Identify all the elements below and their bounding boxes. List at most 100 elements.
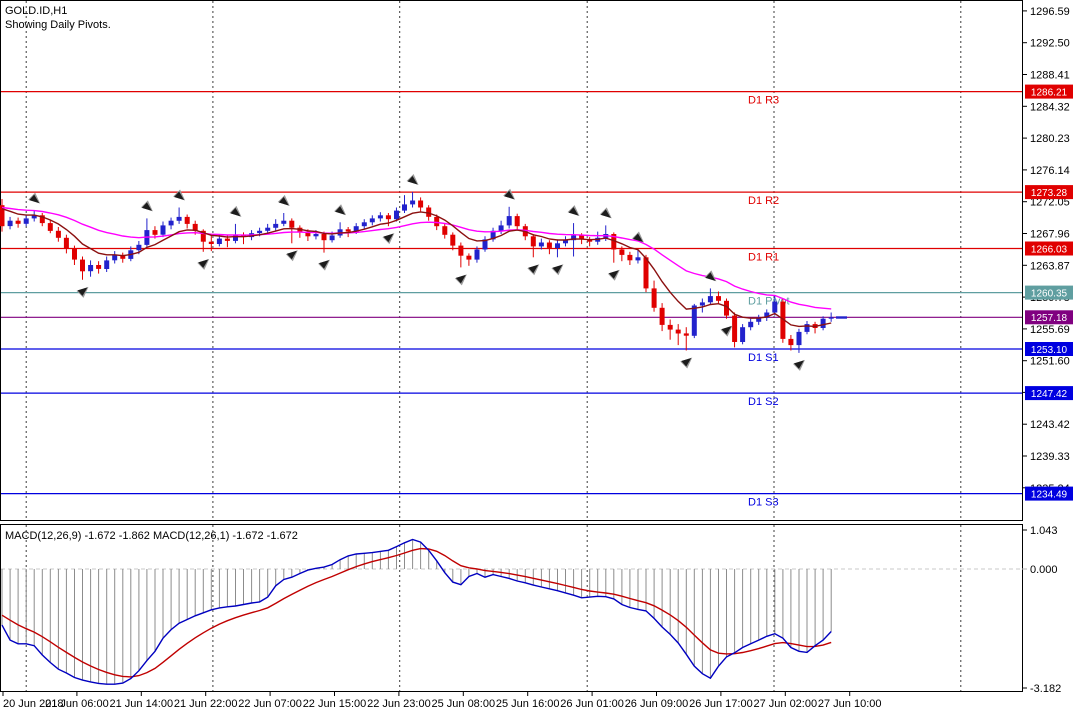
price-level-badge-value: 1273.28 [1031, 188, 1068, 199]
chart-symbol-title: GOLD.ID,H1 [5, 5, 67, 17]
candle-body [659, 307, 665, 325]
candle-body [104, 260, 110, 269]
chart-note: Showing Daily Pivots. [5, 19, 111, 31]
candle-body [7, 220, 13, 227]
price-tick-label: 1272.05 [1030, 197, 1070, 209]
time-tick-label: 21 Jun 06:00 [45, 698, 109, 710]
macd-scale-label: 0.000 [1030, 564, 1058, 576]
price-tick-label: 1284.32 [1030, 101, 1070, 113]
candle-body [136, 244, 142, 251]
time-tick-label: 25 Jun 16:00 [496, 698, 560, 710]
fractal-down-arrow [77, 287, 88, 296]
moving-averages-layer [1, 206, 847, 328]
price-tick-label: 1267.96 [1030, 229, 1070, 241]
candle-body [72, 248, 77, 260]
candle-body [289, 220, 295, 228]
candle-body [394, 210, 399, 220]
candle-body [828, 317, 834, 319]
candle-body [563, 240, 568, 244]
candle-body [385, 215, 391, 220]
candle-body [208, 241, 214, 244]
candle-body [39, 215, 45, 224]
candle-body [377, 215, 383, 219]
candle-body [168, 220, 174, 226]
candle-body [699, 302, 705, 306]
price-axis[interactable]: 1296.59 1292.50 1288.41 1284.32 1280.23 1276.… [1022, 6, 1073, 695]
fractal-up-arrow [568, 207, 579, 216]
price-tick-label: 1292.50 [1030, 38, 1070, 50]
candle-body [490, 230, 496, 240]
fractal-up-arrow [504, 190, 515, 200]
pivot-label: D1 R3 [748, 95, 779, 107]
current-price-marker [836, 316, 847, 319]
time-tick-label: 26 Jun 17:00 [689, 698, 753, 710]
candle-body [498, 225, 504, 231]
candle-body [788, 338, 794, 346]
time-tick-label: 21 Jun 14:00 [109, 698, 173, 710]
candle-body [506, 216, 512, 226]
price-level-badge [1025, 342, 1073, 356]
candle-body [88, 265, 94, 272]
candle-body [514, 216, 520, 227]
price-level-badge [1025, 310, 1073, 325]
candle-body [418, 200, 424, 208]
fractal-up-arrow [278, 196, 289, 206]
candle-body [96, 265, 102, 269]
macd-main-line [1, 538, 832, 685]
fractal-down-arrow [552, 264, 563, 274]
main-panel-border [0, 0, 1023, 521]
fractal-down-arrow [681, 358, 692, 367]
candle-body [683, 333, 689, 336]
candle-body [313, 234, 319, 237]
time-tick-label: 21 Jun 22:00 [174, 698, 238, 710]
candle-body [651, 288, 657, 308]
candle-body [305, 231, 311, 237]
ma-slow-line [1, 206, 832, 310]
candle-body [353, 226, 359, 232]
fractal-down-arrow [793, 360, 804, 369]
candle-body [402, 204, 407, 211]
candle-body [361, 222, 367, 227]
candle-body [224, 238, 230, 241]
candle-body [329, 235, 335, 241]
candle-body [63, 237, 69, 249]
price-level-badge-value: 1260.35 [1031, 288, 1068, 299]
time-tick-label: 26 Jun 09:00 [625, 698, 689, 710]
fractal-up-arrow [632, 233, 643, 243]
candle-body [184, 216, 190, 224]
candle-body [55, 230, 61, 238]
candle-body [200, 230, 206, 242]
candle-body [538, 242, 544, 247]
candle-body [233, 234, 238, 241]
candle-body [458, 245, 464, 256]
pivot-label: D1 S3 [748, 497, 779, 509]
candles-layer [0, 192, 834, 353]
candle-body [482, 239, 488, 250]
price-level-badge-value: 1253.10 [1031, 345, 1068, 356]
candle-body [345, 229, 351, 232]
candle-body [23, 218, 29, 224]
price-tick-label: 1288.41 [1030, 70, 1070, 82]
candle-body [410, 200, 416, 205]
fractal-down-arrow [286, 250, 297, 260]
price-level-badge-value: 1257.18 [1031, 313, 1068, 324]
candle-body [756, 317, 762, 322]
fractal-up-arrow [141, 202, 152, 211]
candle-body [724, 300, 729, 316]
candle-body [192, 223, 198, 231]
candle-body [120, 254, 126, 259]
candle-body [241, 234, 246, 237]
price-level-badge [1025, 84, 1073, 99]
price-level-badge-value: 1247.42 [1031, 389, 1068, 400]
candle-body [47, 223, 53, 231]
candle-body [707, 296, 713, 303]
candle-body [321, 234, 327, 241]
candle-body [112, 254, 118, 261]
candle-body [265, 227, 271, 231]
fractal-down-arrow [721, 326, 732, 335]
price-tick-label: 1276.14 [1030, 165, 1070, 177]
fractal-down-arrow [319, 260, 329, 269]
candle-body [0, 205, 5, 227]
